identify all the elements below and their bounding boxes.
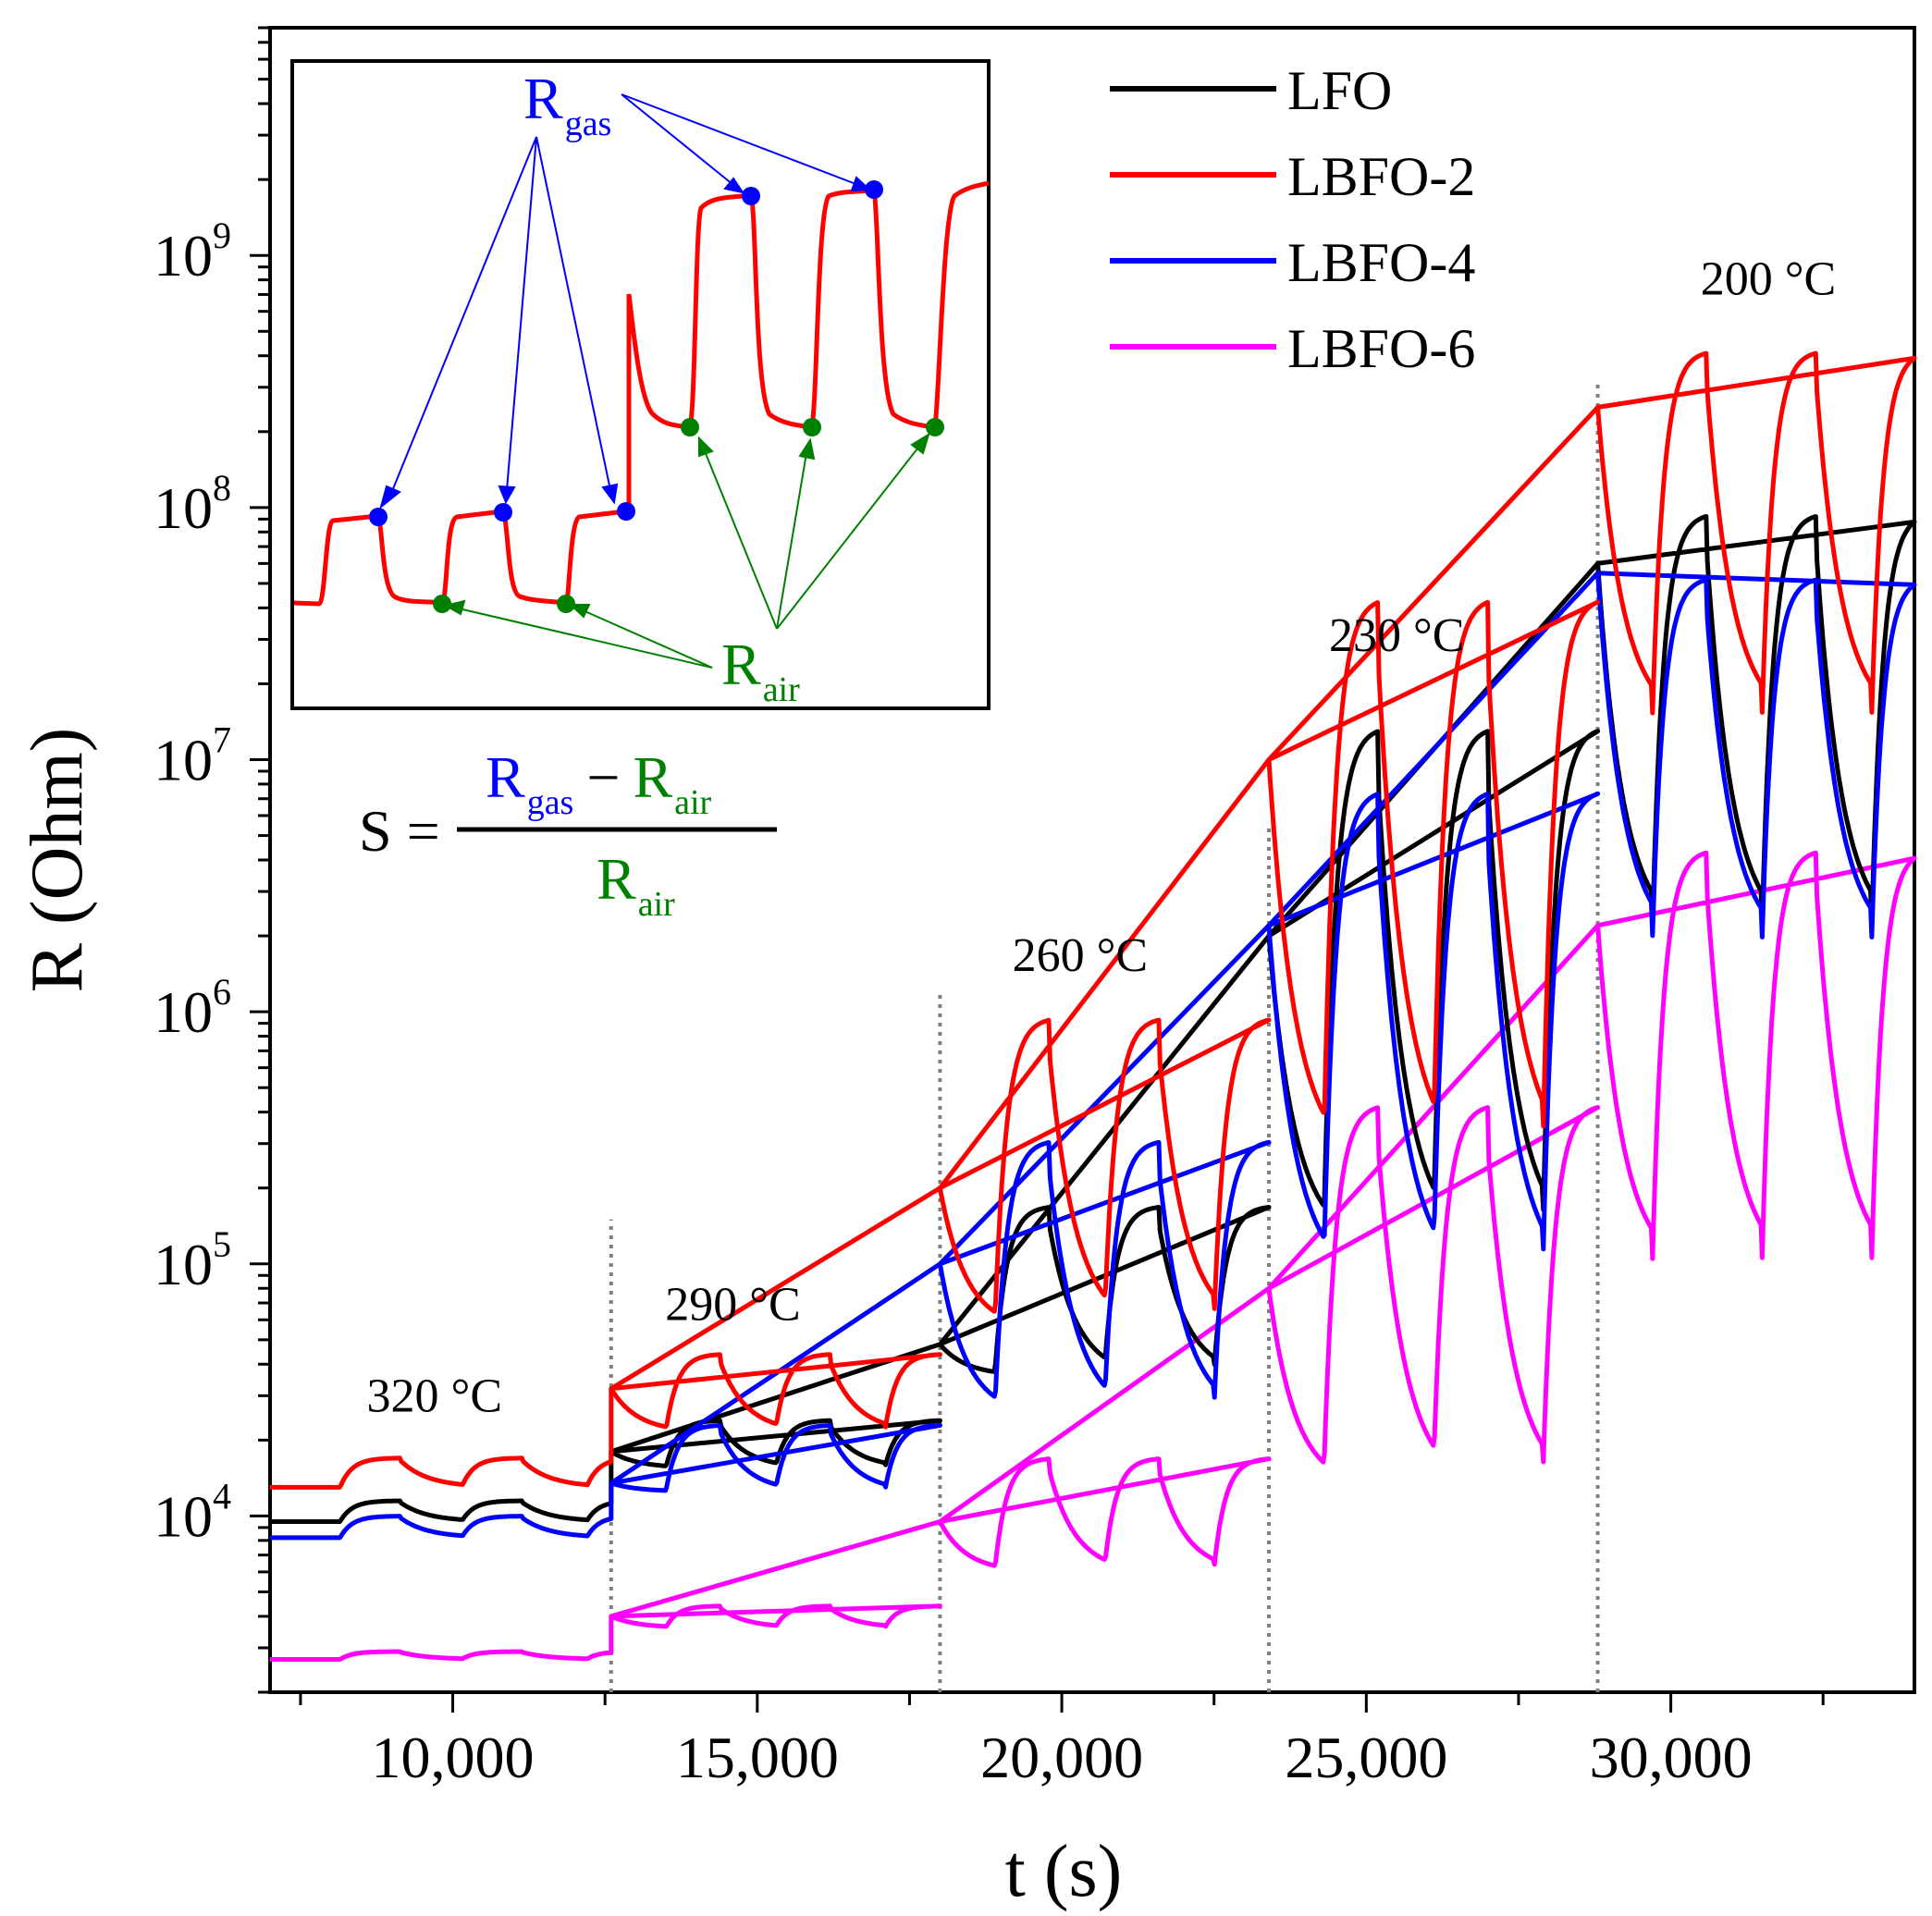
series-lines xyxy=(268,350,1917,1662)
temperature-label: 230 °C xyxy=(1329,609,1464,662)
formula-denominator: Rair xyxy=(597,846,675,924)
x-tick-label: 10,000 xyxy=(372,1725,535,1790)
y-tick-label: 106 xyxy=(154,971,231,1045)
x-axis-ticks: 10,000 15,000 20,000 25,000 30,000 xyxy=(299,1692,1825,1790)
temperature-label: 200 °C xyxy=(1701,252,1836,305)
series-line-lbfo-4 xyxy=(268,571,1917,1541)
legend-label: LBFO-4 xyxy=(1287,232,1475,293)
air-marker xyxy=(926,418,944,436)
air-marker xyxy=(557,595,575,613)
y-axis-title: R (Ohm) xyxy=(17,728,98,993)
y-tick-label: 105 xyxy=(154,1223,231,1297)
legend-label: LBFO-6 xyxy=(1287,318,1475,379)
legend-label: LFO xyxy=(1287,60,1392,121)
legend: LFO LBFO-2 LBFO-4 LBFO-6 xyxy=(1110,60,1475,379)
air-arrows xyxy=(443,432,930,669)
x-tick-label: 25,000 xyxy=(1285,1725,1447,1790)
legend-label: LBFO-2 xyxy=(1287,146,1475,207)
temperature-labels: 320 °C 290 °C 260 °C 230 °C 200 °C xyxy=(367,252,1837,1422)
gas-marker xyxy=(369,508,388,526)
x-tick-label: 30,000 xyxy=(1590,1725,1753,1790)
gas-arrows xyxy=(379,93,872,510)
formula-numerator: Rgas − Rair xyxy=(486,744,712,822)
temperature-label: 320 °C xyxy=(367,1369,502,1422)
gas-marker xyxy=(742,187,760,205)
series-line-lbfo-2 xyxy=(268,350,1917,1490)
formula-lhs: S = xyxy=(359,798,440,864)
y-axis-ticks: 104 105 106 107 108 109 xyxy=(154,26,270,1694)
air-marker xyxy=(681,418,699,436)
series-line-lbfo-6 xyxy=(268,850,1917,1662)
y-tick-label: 108 xyxy=(154,467,231,541)
gas-marker xyxy=(617,502,635,521)
gas-marker xyxy=(865,180,883,199)
x-tick-label: 15,000 xyxy=(676,1725,839,1790)
sensitivity-formula: S = Rgas − Rair Rair xyxy=(359,744,777,924)
inset-curve xyxy=(293,180,990,607)
y-tick-label: 104 xyxy=(154,1475,231,1549)
temperature-label: 290 °C xyxy=(665,1278,800,1331)
y-tick-label: 107 xyxy=(154,719,231,793)
gas-marker xyxy=(494,503,512,522)
inset-air-label: Rair xyxy=(721,632,800,709)
air-marker xyxy=(803,418,821,436)
air-marker xyxy=(433,595,451,613)
y-tick-label: 109 xyxy=(154,215,231,289)
inset-panel: Rgas Rair xyxy=(290,59,991,710)
inset-gas-label: Rgas xyxy=(523,66,611,143)
x-axis-title: t (s) xyxy=(1005,1831,1123,1912)
temperature-label: 260 °C xyxy=(1013,929,1148,982)
x-tick-label: 20,000 xyxy=(980,1725,1143,1790)
